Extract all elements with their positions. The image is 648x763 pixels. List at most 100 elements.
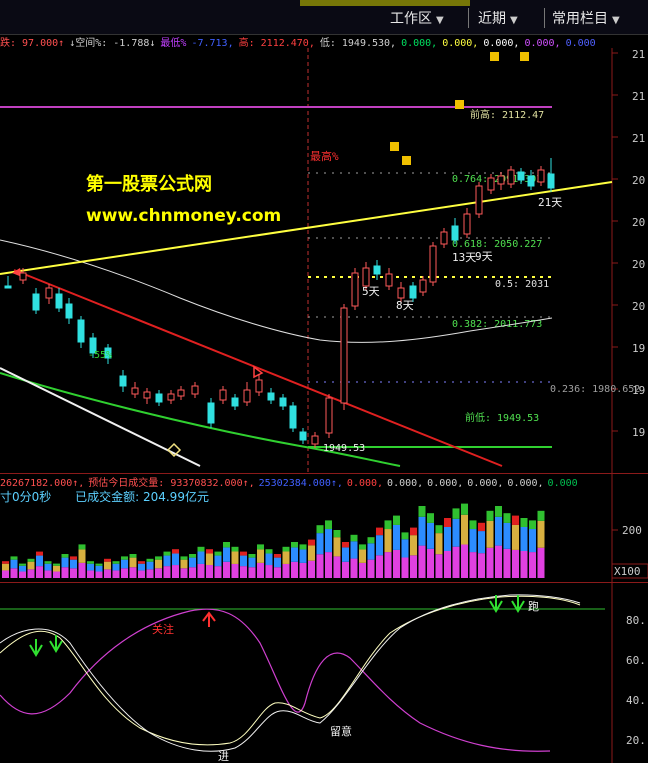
candlestick	[340, 304, 348, 410]
oscillator-d-line	[0, 594, 581, 752]
volume-segment	[2, 563, 9, 571]
volume-segment	[308, 560, 315, 578]
candle-body	[340, 307, 348, 404]
candlestick	[373, 260, 381, 280]
volume-bar	[401, 532, 409, 578]
info-value: 0.000	[565, 38, 596, 48]
volume-bar	[19, 563, 26, 578]
chevron-down-icon: ▼	[612, 15, 620, 26]
volume-segment	[206, 565, 213, 578]
volume-segment	[393, 549, 400, 578]
candlestick	[507, 166, 515, 188]
price-axis-label: 21	[632, 48, 645, 61]
red-up-arrow-icon	[202, 611, 216, 627]
volume-segment	[376, 527, 383, 536]
attention-label: 关注	[152, 622, 174, 636]
volume-segment	[452, 546, 460, 578]
candlestick	[517, 168, 525, 184]
volume-segment	[486, 520, 494, 548]
volume-segment	[10, 556, 18, 560]
volume-segment	[282, 563, 290, 578]
volume-segment	[44, 561, 52, 564]
diamond-marker-icon	[166, 442, 182, 458]
volume-bar	[104, 558, 111, 578]
oscillator-chart[interactable]: 80. 60. 40. 20. 关注 留意 进 跑	[0, 583, 648, 763]
volume-segment	[401, 532, 409, 540]
prev-low-label: 前低: 1949.53	[465, 411, 539, 424]
volume-bar	[240, 551, 247, 578]
volume-segment	[384, 552, 392, 578]
candle-body	[191, 385, 199, 395]
candlestick	[19, 268, 27, 284]
candlestick	[547, 158, 555, 192]
info-value: 0.000,	[442, 38, 479, 48]
common-columns-menu[interactable]: 常用栏目 ▼	[552, 8, 620, 28]
volume-bar	[512, 515, 519, 578]
volume-segment	[393, 515, 400, 525]
volume-segment	[10, 568, 18, 578]
candlestick	[119, 370, 127, 392]
volume-segment	[138, 570, 145, 578]
price-axis-label: 20	[632, 258, 645, 271]
volume-info-value: 0.000,	[467, 478, 504, 487]
recent-menu-label: 近期	[478, 11, 506, 27]
volume-bar	[61, 554, 69, 578]
volume-bar	[342, 542, 349, 578]
candle-body	[219, 389, 227, 401]
volume-bar	[44, 561, 52, 578]
candlestick	[527, 170, 535, 190]
volume-segment	[282, 546, 290, 552]
volume-segment	[95, 563, 103, 566]
volume-segment	[384, 520, 392, 530]
workspace-menu[interactable]: 工作区 ▼	[390, 8, 444, 28]
candle-body	[397, 287, 405, 299]
volume-segment	[214, 551, 222, 556]
volume-segment	[461, 544, 468, 578]
osc-axis-label: 20.	[626, 734, 646, 747]
volume-segment	[104, 569, 111, 578]
volume-segment	[520, 527, 528, 551]
osc-axis-label: 40.	[626, 694, 646, 707]
recent-menu[interactable]: 近期 ▼	[478, 8, 518, 28]
volume-bar	[282, 546, 290, 578]
candlestick	[243, 382, 251, 406]
volume-segment	[129, 557, 137, 568]
volume-bar	[70, 556, 77, 578]
volume-segment	[70, 568, 77, 578]
day-5-label: 5天	[362, 285, 380, 298]
volume-segment	[138, 561, 145, 564]
candle-body	[351, 272, 359, 307]
volume-bar	[435, 525, 443, 578]
volume-segment	[333, 530, 341, 538]
volume-chart[interactable]: 200 X100	[0, 474, 648, 582]
volume-segment	[512, 549, 519, 578]
downtrend-line	[13, 269, 503, 467]
candlestick	[191, 382, 199, 398]
volume-segment	[112, 561, 120, 564]
volume-segment	[503, 522, 511, 549]
volume-segment	[129, 567, 137, 578]
run-label: 跑	[528, 599, 539, 613]
volume-segment	[61, 554, 69, 558]
price-chart[interactable]: 21 21 21 20 20 20 20 19 19 19 前高: 2112.47 最高% 0.7…	[0, 48, 648, 473]
volume-bar	[384, 520, 392, 578]
volume-segment	[197, 551, 205, 564]
top-toolbar: 工作区 ▼ 近期 ▼ 常用栏目 ▼	[0, 0, 648, 35]
candle-body	[255, 379, 263, 393]
volume-bar	[418, 506, 426, 578]
candlestick	[289, 402, 297, 432]
candlestick	[267, 388, 275, 404]
volume-segment	[350, 534, 358, 542]
candle-body	[167, 393, 175, 401]
volume-segment	[291, 561, 298, 578]
volume-segment	[469, 529, 477, 553]
green-down-arrow-icon	[511, 595, 525, 613]
volume-segment	[2, 570, 9, 578]
candle-body	[497, 175, 505, 185]
candlestick	[4, 276, 12, 289]
candle-body	[77, 319, 85, 343]
volume-segment	[231, 563, 239, 578]
candle-body	[299, 431, 307, 441]
day-13-label: 13天	[452, 251, 476, 264]
volume-segment	[376, 555, 383, 578]
